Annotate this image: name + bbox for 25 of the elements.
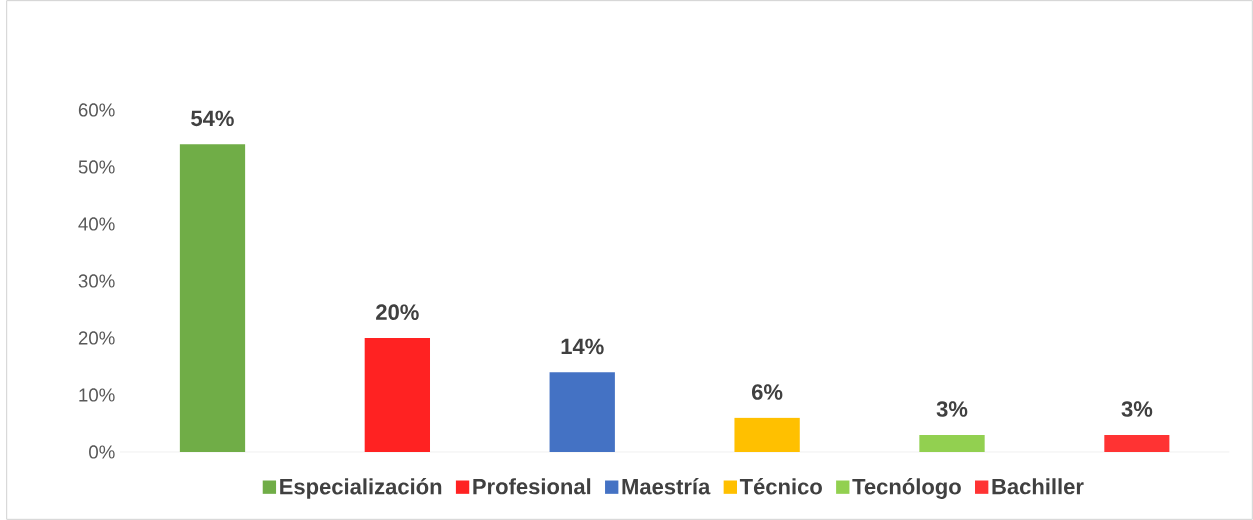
y-tick-label: 60% — [78, 103, 115, 117]
data-label: 3% — [936, 401, 968, 417]
legend-label: Maestría — [622, 478, 711, 495]
data-label: 14% — [561, 338, 604, 355]
bar — [734, 417, 800, 452]
data-label: 3% — [1121, 401, 1153, 417]
legend-label: Técnico — [739, 478, 822, 495]
data-label: 6% — [752, 384, 783, 400]
y-tick-label: 50% — [78, 160, 115, 174]
data-label: 54% — [191, 110, 234, 127]
y-tick-label: 10% — [79, 388, 115, 402]
bar — [179, 144, 246, 452]
y-tick-label: 0% — [89, 445, 115, 459]
legend-label: Bachiller — [992, 478, 1084, 495]
bar — [364, 337, 431, 452]
y-tick-label: 20% — [78, 331, 115, 345]
legend-label: Tecnólogo — [852, 478, 961, 499]
legend-label: Profesional — [473, 478, 591, 495]
bar — [549, 372, 615, 452]
y-tick-label: 40% — [78, 217, 115, 231]
legend-label: Especialización — [280, 478, 442, 499]
y-tick-label: 30% — [78, 274, 115, 288]
bar — [1104, 434, 1170, 452]
bar — [919, 434, 985, 452]
data-label: 20% — [376, 304, 419, 320]
